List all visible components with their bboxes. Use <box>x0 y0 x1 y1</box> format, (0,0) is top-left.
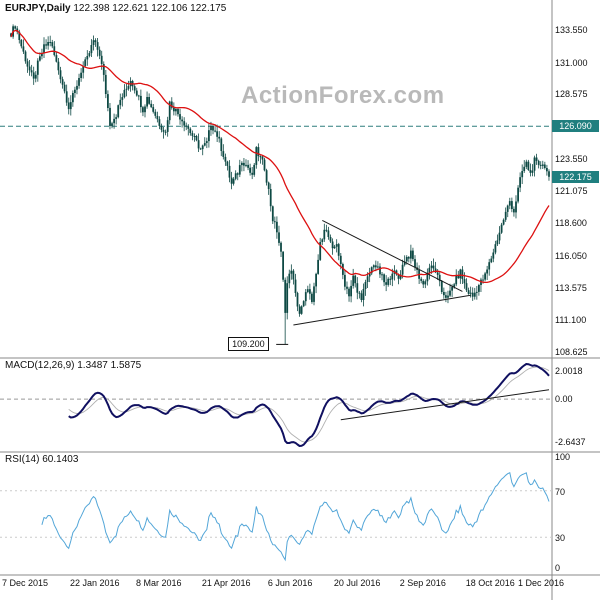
rsi-panel-title: RSI(14) 60.1403 <box>5 454 78 465</box>
price-tag-resistance: 126.090 <box>552 120 599 133</box>
rsi-axis-label: 70 <box>555 486 566 497</box>
rsi-axis-label: 30 <box>555 533 566 544</box>
watermark: ActionForex.com <box>241 82 445 109</box>
date-axis-label: 21 Apr 2016 <box>201 578 251 588</box>
symbol-timeframe: EURJPY,Daily <box>5 3 71 14</box>
price-axis-label: 113.575 <box>555 282 587 293</box>
macd-axis-label: 2.0018 <box>555 366 583 376</box>
price-axis-label: 133.550 <box>555 24 588 35</box>
date-axis-label: 6 Jun 2016 <box>267 578 313 588</box>
price-axis-label: 108.625 <box>555 346 588 357</box>
price-axis-label: 121.075 <box>555 186 588 196</box>
low-price-label: 109.200 <box>228 337 269 352</box>
price-axis-label: 116.050 <box>555 250 587 261</box>
date-axis-label: 1 Dec 2016 <box>518 578 565 588</box>
rsi-value: 60.1403 <box>42 454 79 465</box>
price-axis-label: 118.600 <box>555 217 587 228</box>
macd-values: 1.3487 1.5875 <box>77 360 142 371</box>
price-axis-label: 111.100 <box>555 314 587 325</box>
price-axis-label: 128.575 <box>555 89 588 100</box>
date-axis-label: 22 Jan 2016 <box>70 578 120 588</box>
chart-title: EURJPY,Daily 122.398 122.621 122.106 122… <box>5 3 226 14</box>
price-axis-label: 131.000 <box>555 57 588 68</box>
macd-panel-title: MACD(12,26,9) 1.3487 1.5875 <box>5 360 141 371</box>
rsi-axis-label: 0 <box>555 563 561 573</box>
price-axis-label: 123.550 <box>555 154 588 165</box>
date-axis-label: 18 Oct 2016 <box>465 578 515 588</box>
macd-axis-label: 0.00 <box>555 394 573 405</box>
ohlc-values: 122.398 122.621 122.106 122.175 <box>73 3 227 14</box>
rsi-label: RSI(14) <box>5 454 40 465</box>
macd-label: MACD(12,26,9) <box>5 360 75 371</box>
price-tag-current: 122.175 <box>552 170 599 183</box>
date-axis-label: 20 Jul 2016 <box>333 578 381 588</box>
macd-axis-label: -2.6437 <box>555 437 586 447</box>
date-axis-label: 8 Mar 2016 <box>135 578 182 588</box>
date-axis-label: 7 Dec 2015 <box>2 578 49 588</box>
rsi-axis-label: 100 <box>555 452 571 462</box>
date-axis-label: 2 Sep 2016 <box>399 578 446 588</box>
